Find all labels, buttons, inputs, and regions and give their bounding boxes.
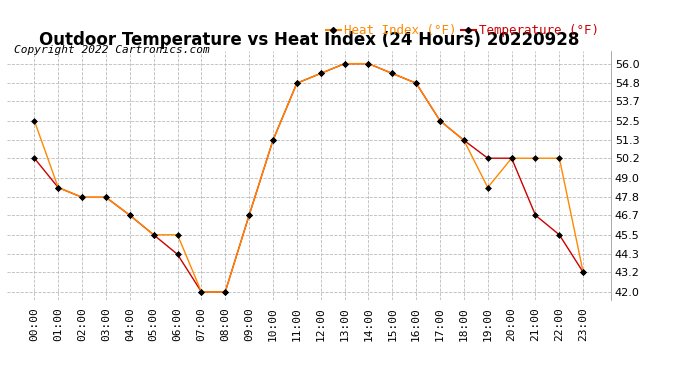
Legend: Heat Index (°F), Temperature (°F): Heat Index (°F), Temperature (°F) bbox=[321, 20, 604, 42]
Text: Copyright 2022 Cartronics.com: Copyright 2022 Cartronics.com bbox=[14, 45, 210, 55]
Title: Outdoor Temperature vs Heat Index (24 Hours) 20220928: Outdoor Temperature vs Heat Index (24 Ho… bbox=[39, 31, 579, 49]
